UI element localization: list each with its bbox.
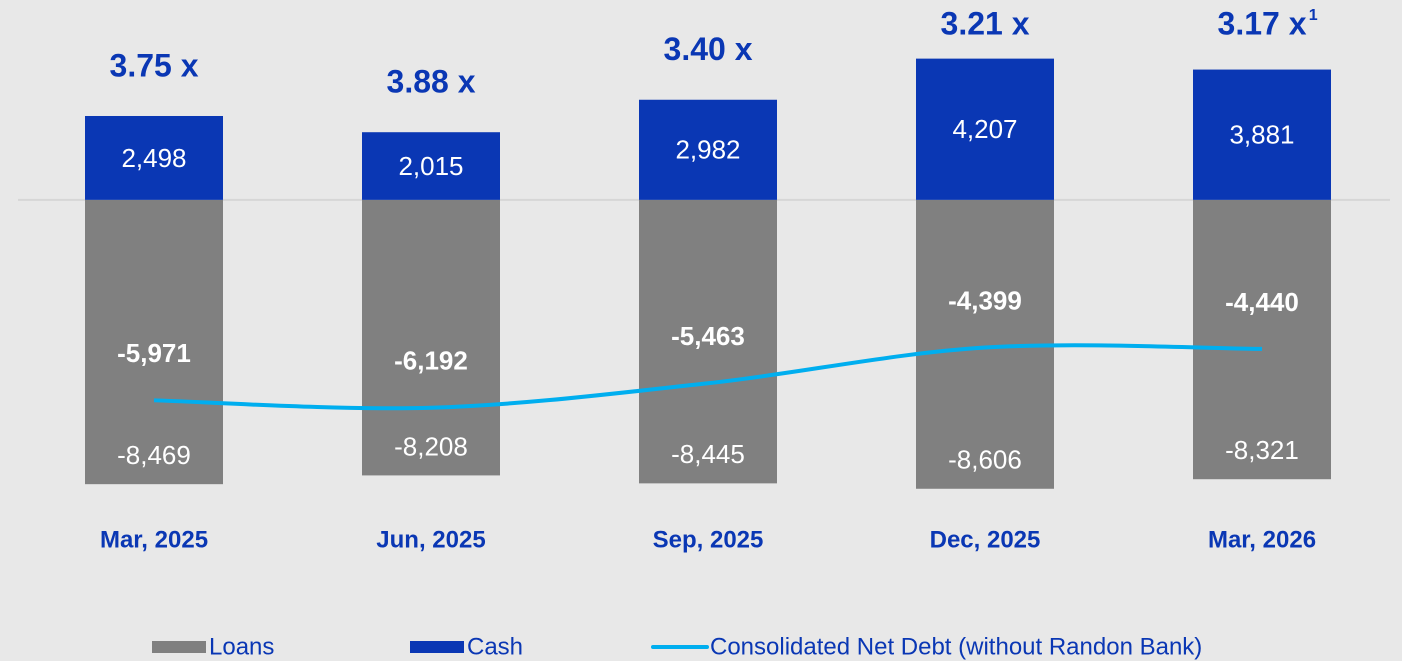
bar xyxy=(916,58,1054,200)
data-label: -8,445 xyxy=(671,439,745,469)
legend-label: Loans xyxy=(209,633,274,660)
legend-swatch xyxy=(152,641,206,653)
annotation-footnote: 1 xyxy=(1309,7,1318,24)
bar xyxy=(362,132,500,200)
bar xyxy=(85,199,223,485)
bar xyxy=(85,115,223,200)
bar xyxy=(639,99,777,200)
line-label: -5,463 xyxy=(671,321,745,351)
bar xyxy=(639,199,777,484)
legend-swatch xyxy=(410,641,464,653)
legend-label: Cash xyxy=(467,633,523,660)
line-label: -4,440 xyxy=(1225,287,1299,317)
line xyxy=(153,343,1263,411)
data-label: 3,881 xyxy=(1229,120,1294,150)
bar xyxy=(362,199,500,476)
line-label: -6,192 xyxy=(394,346,468,376)
data-label: 2,015 xyxy=(398,151,463,181)
data-label: 4,207 xyxy=(952,114,1017,144)
annotation: 3.21 x xyxy=(941,5,1030,41)
data-label: -8,469 xyxy=(117,440,191,470)
x-tick-label: Jun, 2025 xyxy=(376,526,485,553)
x-tick-label: Mar, 2026 xyxy=(1208,526,1316,553)
x-tick-label: Sep, 2025 xyxy=(653,526,764,553)
bar xyxy=(1193,69,1331,200)
annotation: 3.75 x xyxy=(110,47,199,83)
annotation: 3.17 x xyxy=(1218,5,1307,41)
data-label: -8,606 xyxy=(948,445,1022,475)
data-label: -8,208 xyxy=(394,431,468,461)
data-label: 2,982 xyxy=(675,135,740,165)
data-label: -8,321 xyxy=(1225,435,1299,465)
annotation: 3.40 x xyxy=(664,31,753,67)
x-tick-label: Dec, 2025 xyxy=(930,526,1041,553)
line-label: -4,399 xyxy=(948,285,1022,315)
line-label: -5,971 xyxy=(117,338,191,368)
data-label: 2,498 xyxy=(121,143,186,173)
x-tick-label: Mar, 2025 xyxy=(100,526,208,553)
legend-label: Consolidated Net Debt (without Randon Ba… xyxy=(710,633,1202,660)
bar xyxy=(1193,199,1331,480)
annotation: 3.88 x xyxy=(387,64,476,100)
